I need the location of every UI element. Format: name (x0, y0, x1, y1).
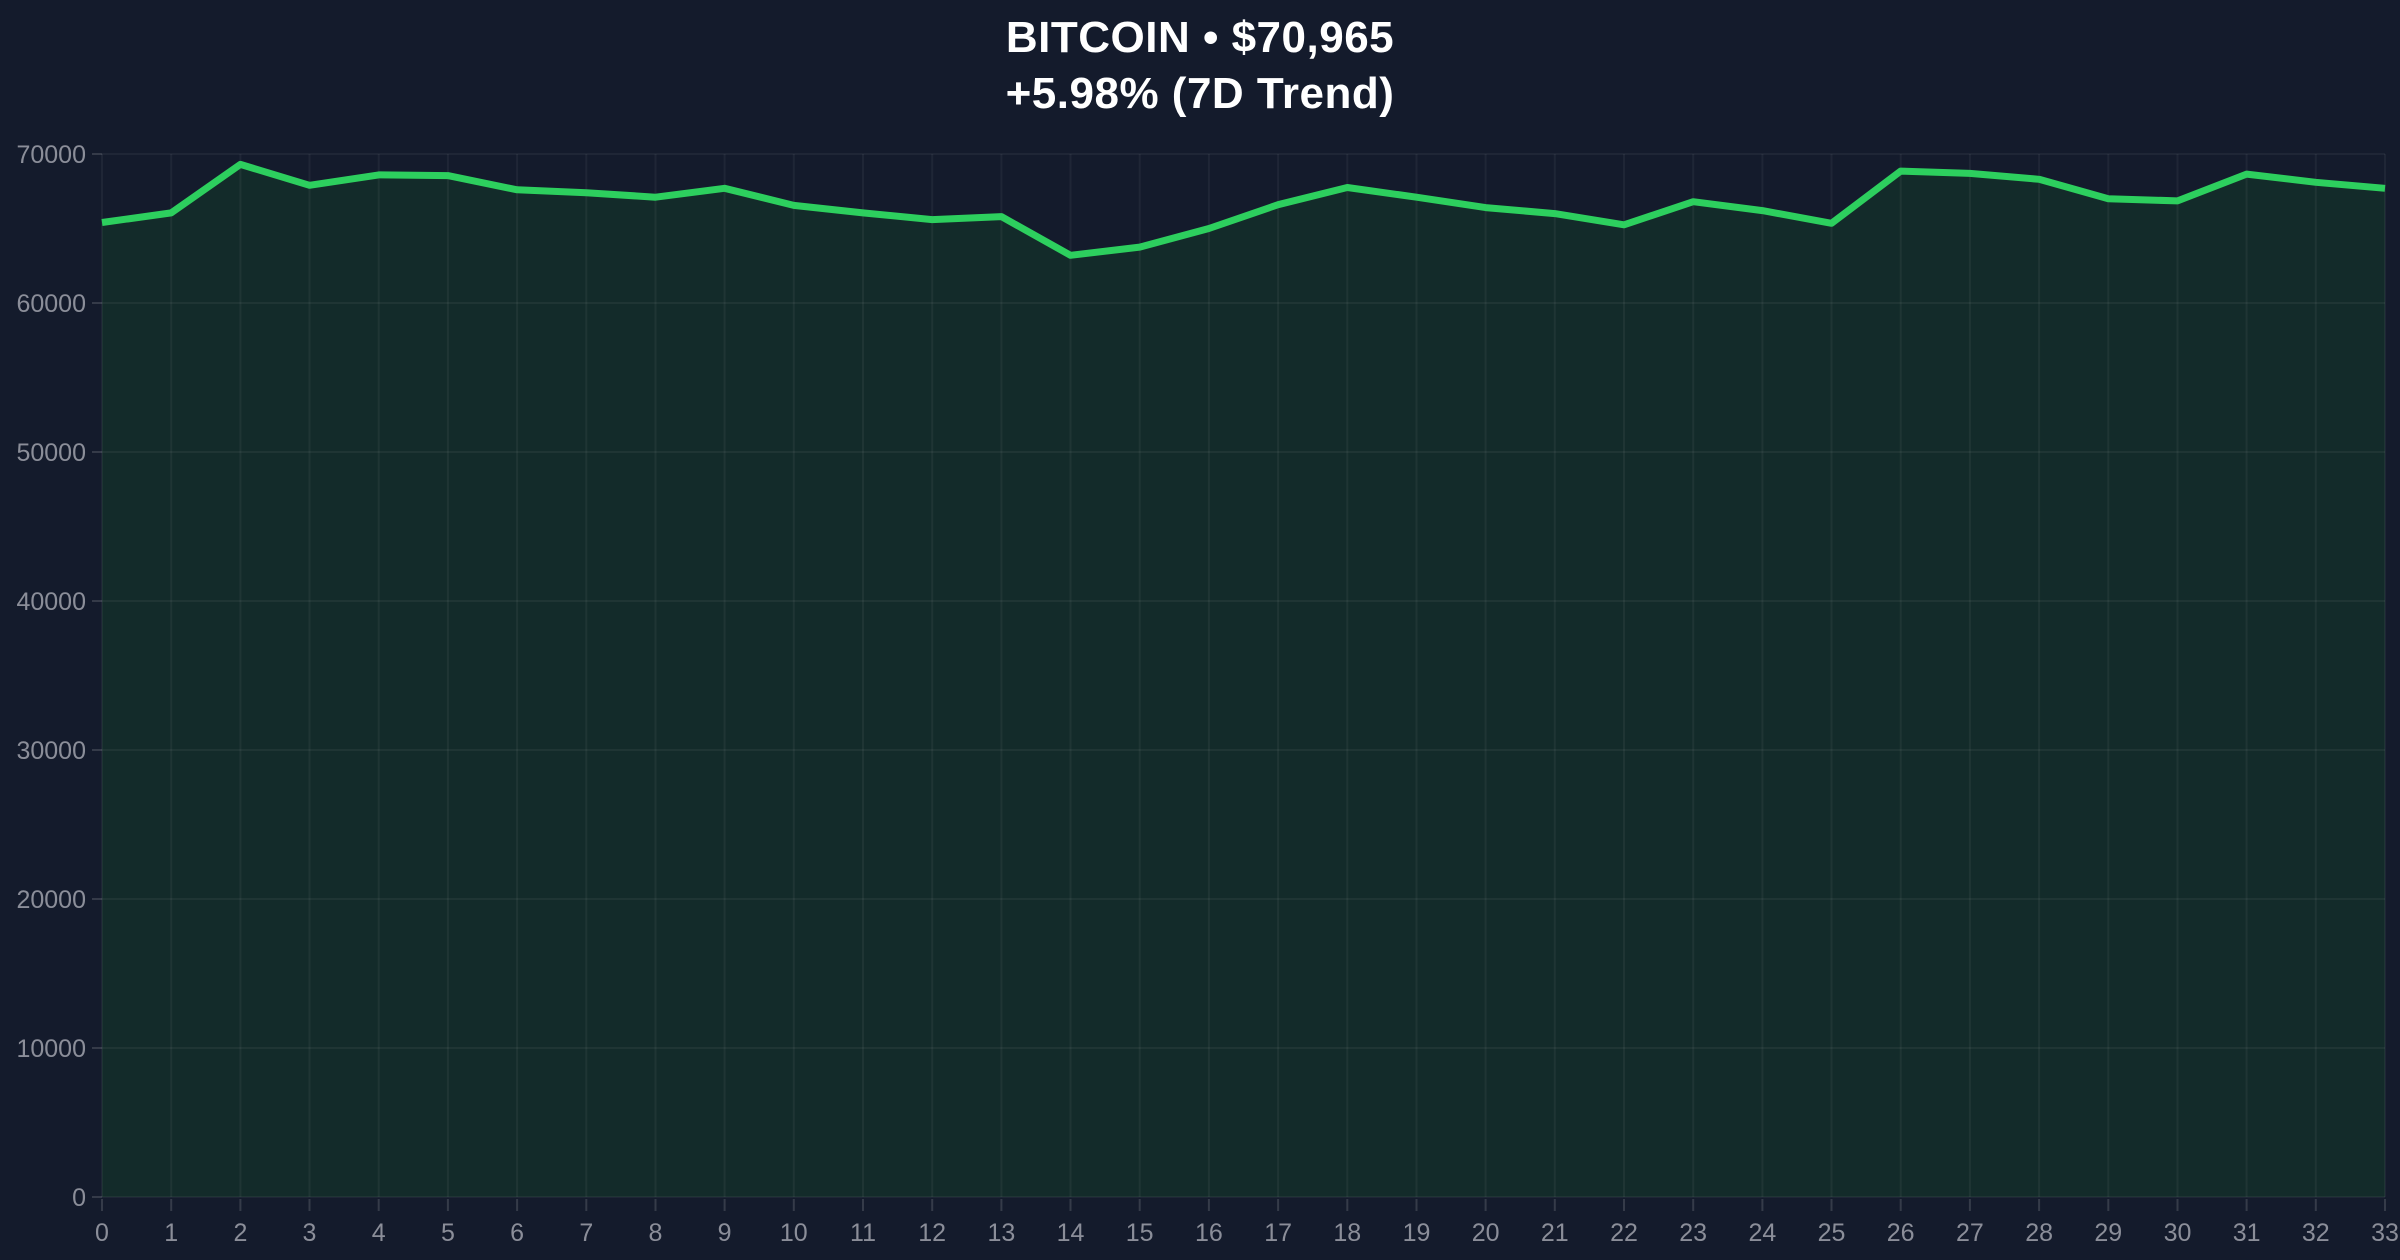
x-axis-label: 22 (1610, 1219, 1638, 1247)
x-axis-label: 4 (372, 1219, 386, 1247)
x-axis-label: 7 (579, 1219, 593, 1247)
y-axis-label: 30000 (16, 737, 86, 765)
x-axis-label: 1 (164, 1219, 178, 1247)
x-axis-label: 12 (918, 1219, 946, 1247)
y-axis-label: 0 (72, 1184, 86, 1212)
x-axis-label: 10 (780, 1219, 808, 1247)
x-axis-label: 27 (1956, 1219, 1984, 1247)
y-axis-label: 20000 (16, 886, 86, 914)
x-axis-label: 2 (233, 1219, 247, 1247)
y-axis-label: 60000 (16, 290, 86, 318)
y-axis-label: 10000 (16, 1035, 86, 1063)
gridlines (101, 153, 2386, 1198)
x-axis-label: 30 (2164, 1219, 2192, 1247)
x-axis-label: 9 (718, 1219, 732, 1247)
x-axis-label: 11 (850, 1219, 876, 1247)
x-axis-label: 8 (649, 1219, 663, 1247)
x-axis-label: 21 (1541, 1219, 1569, 1247)
x-axis-label: 24 (1748, 1219, 1776, 1247)
y-axis-label: 50000 (16, 439, 86, 467)
y-axis-labels: 0 10000 20000 30000 40000 50000 60000 70000 (16, 141, 86, 1212)
x-axis-label: 0 (95, 1219, 109, 1247)
x-axis-label: 15 (1126, 1219, 1154, 1247)
x-axis-label: 20 (1472, 1219, 1500, 1247)
x-axis-label: 18 (1333, 1219, 1361, 1247)
x-axis-labels: 0 1 2 3 4 5 6 7 8 9 10 11 12 13 14 15 16 17 18 19 20 21 22 23 24… (95, 1219, 2399, 1247)
x-axis-label: 13 (987, 1219, 1015, 1247)
area-fill (102, 164, 2385, 1197)
tick-marks (92, 153, 2386, 1211)
x-axis-label: 26 (1887, 1219, 1915, 1247)
x-axis-label: 6 (510, 1219, 524, 1247)
x-axis-label: 3 (303, 1219, 317, 1247)
x-axis-label: 16 (1195, 1219, 1223, 1247)
x-axis-label: 31 (2233, 1219, 2261, 1247)
x-axis-label: 19 (1403, 1219, 1431, 1247)
x-axis-label: 32 (2302, 1219, 2330, 1247)
x-axis-label: 33 (2371, 1219, 2399, 1247)
x-axis-label: 29 (2094, 1219, 2122, 1247)
y-axis-label: 40000 (16, 588, 86, 616)
y-axis-label: 70000 (16, 141, 86, 169)
x-axis-label: 28 (2025, 1219, 2053, 1247)
price-line (101, 160, 2386, 259)
x-axis-label: 14 (1057, 1219, 1085, 1247)
x-axis-label: 25 (1818, 1219, 1846, 1247)
x-axis-label: 5 (441, 1219, 455, 1247)
x-axis-label: 17 (1264, 1219, 1292, 1247)
x-axis-label: 23 (1679, 1219, 1707, 1247)
